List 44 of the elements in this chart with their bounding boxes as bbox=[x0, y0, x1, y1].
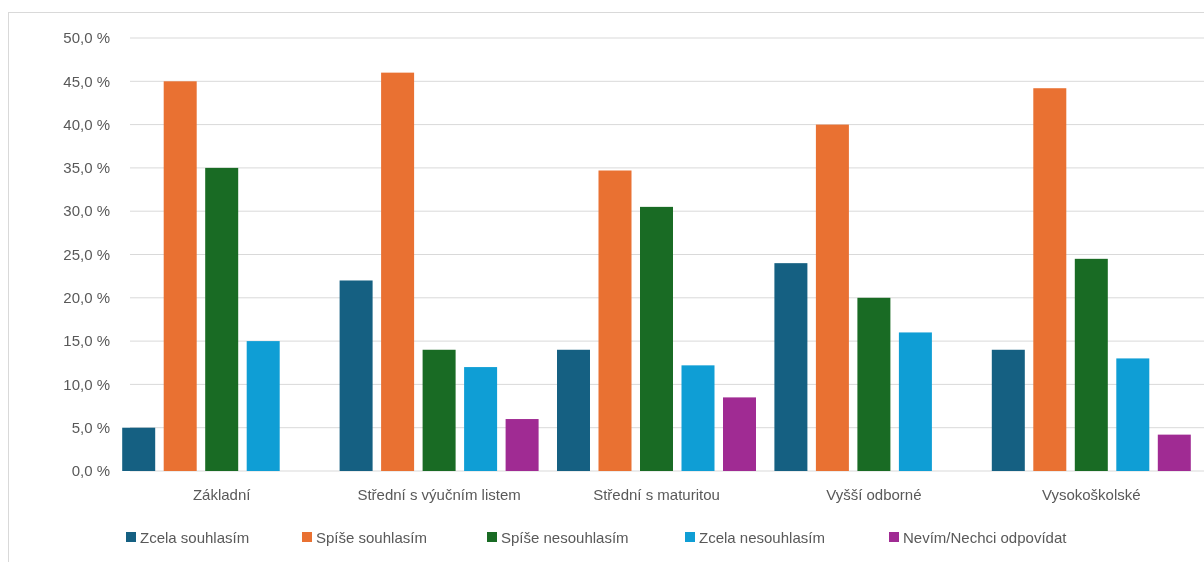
x-tick-label: Střední s výučním listem bbox=[357, 486, 521, 503]
bar bbox=[163, 81, 197, 471]
legend-label: Spíše nesouhlasím bbox=[501, 529, 629, 547]
legend-label: Nevím/Nechci odpovídat bbox=[903, 529, 1068, 547]
bar bbox=[1033, 88, 1067, 471]
x-tick-label: Vysokoškolské bbox=[1041, 486, 1141, 503]
bar bbox=[557, 349, 590, 471]
legend-label: Zcela souhlasím bbox=[140, 529, 250, 547]
y-tick-label: 35,0 % bbox=[63, 159, 110, 177]
y-tick-label: 45,0 % bbox=[63, 72, 110, 90]
legend-label: Spíše souhlasím bbox=[316, 529, 427, 547]
bar bbox=[339, 280, 373, 471]
bar bbox=[505, 419, 539, 471]
y-tick-label: 20,0 % bbox=[63, 289, 110, 307]
x-tick-label: Vyšší odborné bbox=[826, 486, 922, 503]
x-tick-label: Základní bbox=[192, 486, 252, 503]
bar bbox=[464, 367, 498, 471]
bar bbox=[1157, 434, 1191, 471]
bar bbox=[1116, 358, 1150, 471]
bar bbox=[246, 341, 280, 471]
bar bbox=[815, 124, 849, 471]
y-tick-label: 40,0 % bbox=[63, 115, 110, 133]
y-tick-label: 5,0 % bbox=[71, 418, 110, 436]
bar bbox=[991, 349, 1025, 471]
legend-label: Zcela nesouhlasím bbox=[699, 529, 825, 547]
bar bbox=[723, 397, 756, 471]
y-tick-label: 30,0 % bbox=[63, 202, 110, 220]
y-tick-label: 15,0 % bbox=[63, 332, 110, 350]
y-tick-label: 0,0 % bbox=[71, 462, 110, 480]
bar bbox=[422, 349, 456, 471]
y-tick-label: 10,0 % bbox=[63, 375, 110, 393]
bar bbox=[122, 427, 156, 471]
bar bbox=[857, 297, 891, 471]
bar bbox=[381, 72, 415, 471]
bar bbox=[898, 332, 932, 471]
bar bbox=[640, 206, 673, 471]
y-tick-label: 25,0 % bbox=[63, 245, 110, 263]
y-tick-label: 50,0 % bbox=[63, 29, 110, 47]
bar bbox=[774, 263, 808, 471]
x-tick-label: Střední s maturitou bbox=[593, 486, 720, 503]
bar bbox=[681, 365, 715, 471]
bar bbox=[598, 170, 632, 471]
bar bbox=[1074, 258, 1108, 471]
bar bbox=[205, 167, 239, 471]
